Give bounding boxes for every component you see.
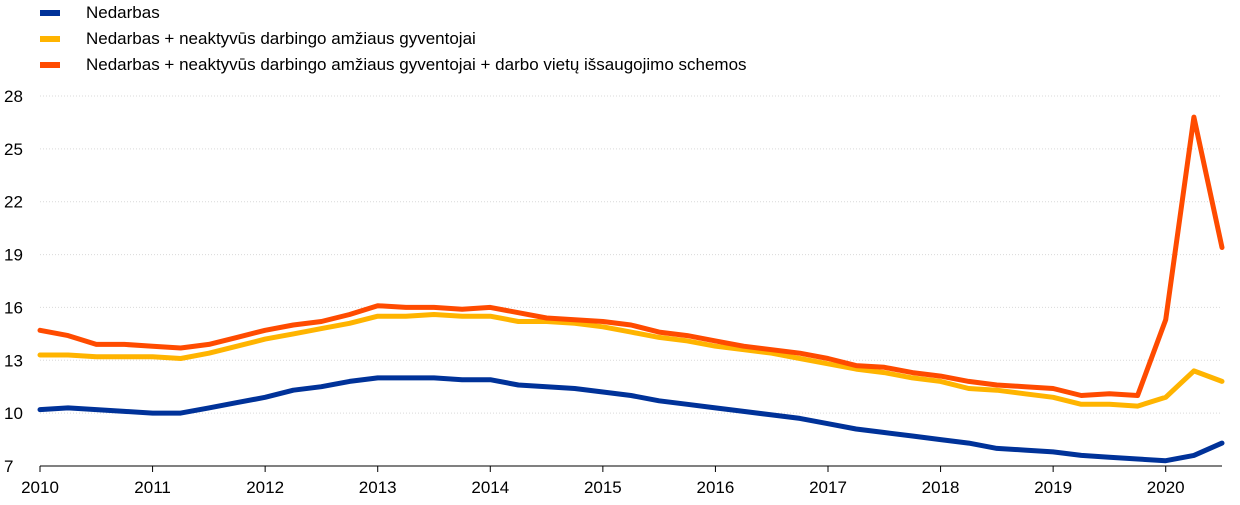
legend-item-job-retention: Nedarbas + neaktyvūs darbingo amžiaus gy… (40, 52, 747, 78)
gridlines (40, 95, 1222, 414)
legend-item-nedarbas: Nedarbas (40, 0, 747, 26)
y-tick-label: 13 (4, 351, 23, 370)
y-tick-label: 19 (4, 246, 23, 265)
y-tick-label: 16 (4, 298, 23, 317)
x-axis: 2010 2011 2012 2013 2014 2015 2016 2017 2018 2019… (21, 465, 1222, 497)
y-tick-label: 7 (4, 457, 13, 476)
x-tick-label: 2014 (471, 478, 509, 497)
legend-item-inactive: Nedarbas + neaktyvūs darbingo amžiaus gy… (40, 26, 747, 52)
x-tick-label: 2017 (809, 478, 847, 497)
y-tick-label: 10 (4, 404, 23, 423)
legend-label-job-retention: Nedarbas + neaktyvūs darbingo amžiaus gy… (86, 55, 747, 74)
series-line-nedarbas (37, 375, 1225, 464)
y-tick-label: 22 (4, 193, 23, 212)
series-line-inactive (37, 312, 1225, 409)
x-tick-label: 2013 (359, 478, 397, 497)
x-tick-label: 2010 (21, 478, 59, 497)
y-tick-label: 25 (4, 140, 23, 159)
legend-swatch-nedarbas (40, 10, 60, 16)
y-axis-tick-labels: 7 10 13 16 19 22 25 28 (4, 87, 23, 476)
legend-swatch-inactive (40, 36, 60, 42)
y-tick-label: 28 (4, 87, 23, 106)
legend-label-nedarbas: Nedarbas (86, 3, 160, 22)
x-tick-label: 2020 (1147, 478, 1185, 497)
series-line-job-retention (37, 114, 1225, 398)
x-tick-label: 2015 (584, 478, 622, 497)
legend: Nedarbas Nedarbas + neaktyvūs darbingo a… (40, 0, 747, 78)
series-lines (37, 114, 1225, 464)
legend-swatch-job-retention (40, 62, 60, 68)
x-tick-label: 2019 (1034, 478, 1072, 497)
x-tick-label: 2011 (134, 478, 171, 497)
x-tick-label: 2012 (246, 478, 284, 497)
legend-label-inactive: Nedarbas + neaktyvūs darbingo amžiaus gy… (86, 29, 476, 48)
x-tick-label: 2018 (922, 478, 960, 497)
x-tick-label: 2016 (697, 478, 735, 497)
